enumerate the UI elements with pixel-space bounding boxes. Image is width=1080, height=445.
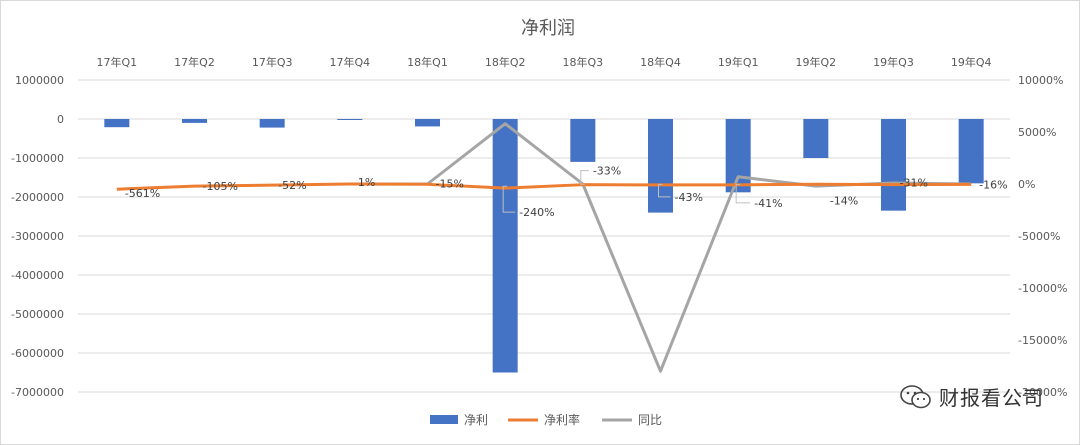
x-tick-label: 19年Q4 [951, 55, 992, 69]
y-left-tick-label: -7000000 [11, 386, 64, 399]
leader-line [580, 170, 589, 185]
x-tick-label: 19年Q1 [718, 55, 759, 69]
x-tick-label: 17年Q4 [330, 55, 371, 69]
bar [570, 119, 596, 162]
line-net-margin [116, 182, 972, 191]
y-right-tick-label: -20000% [1018, 386, 1067, 399]
y-left-tick-label: 0 [57, 113, 64, 126]
x-tick-label: 18年Q3 [563, 55, 604, 69]
bar [415, 119, 440, 127]
x-tick-label: 17年Q2 [174, 55, 215, 69]
bar [725, 119, 751, 193]
y-right-tick-label: 10000% [1018, 74, 1063, 87]
y-right-tick-label: -15000% [1018, 334, 1067, 347]
legend-label: 同比 [638, 413, 662, 427]
bar [104, 119, 130, 128]
leader-line [502, 185, 516, 213]
chart-title: 净利润 [521, 18, 575, 39]
y-left-tick-label: -4000000 [11, 269, 64, 282]
x-tick-label: 18年Q2 [485, 55, 526, 69]
x-tick-label: 17年Q1 [97, 55, 138, 69]
bar [337, 119, 363, 120]
wechat-icon [900, 384, 931, 408]
x-tick-label: 17年Q3 [252, 55, 293, 69]
data-label: -240% [519, 206, 554, 219]
bar [648, 119, 673, 213]
leader-line [658, 183, 671, 198]
y-left-tick-label: -3000000 [11, 230, 64, 243]
y-right-tick-label: -10000% [1018, 282, 1067, 295]
y-left-tick-label: -2000000 [11, 191, 64, 204]
data-label: -15% [436, 177, 464, 190]
data-label: -561% [125, 187, 160, 200]
bar [182, 119, 207, 123]
bar [492, 119, 518, 373]
x-tick-label: 18年Q4 [640, 55, 681, 69]
data-label: -33% [593, 165, 621, 178]
bar [958, 119, 984, 184]
y-right-tick-label: 0% [1018, 178, 1035, 191]
bar [259, 119, 285, 128]
data-label: -105% [203, 180, 238, 193]
data-label: -14% [830, 194, 858, 207]
legend-label: 净利率 [544, 412, 580, 427]
x-tick-label: 19年Q3 [873, 55, 914, 69]
data-label: -41% [754, 197, 782, 210]
data-label: -31% [900, 177, 928, 190]
data-label: -52% [278, 179, 306, 192]
y-right-tick-label: -5000% [1018, 230, 1060, 243]
watermark: 财报看公司 [899, 382, 1044, 411]
watermark-text: 财报看公司 [939, 386, 1044, 410]
data-label: -16% [979, 178, 1007, 191]
legend-label: 净利 [464, 413, 488, 427]
bar [803, 119, 829, 158]
y-left-tick-label: -6000000 [11, 347, 64, 360]
bar [881, 119, 906, 211]
x-tick-label: 18年Q1 [407, 55, 448, 69]
y-left-tick-label: 1000000 [15, 74, 64, 87]
data-label: -43% [675, 191, 703, 204]
leader-line [735, 183, 751, 204]
y-left-tick-label: -1000000 [11, 152, 64, 165]
x-tick-label: 19年Q2 [796, 55, 837, 69]
y-right-tick-label: 5000% [1018, 126, 1056, 139]
legend-swatch-bar [430, 415, 458, 424]
data-label: 1% [358, 176, 375, 189]
y-left-tick-label: -5000000 [11, 308, 64, 321]
